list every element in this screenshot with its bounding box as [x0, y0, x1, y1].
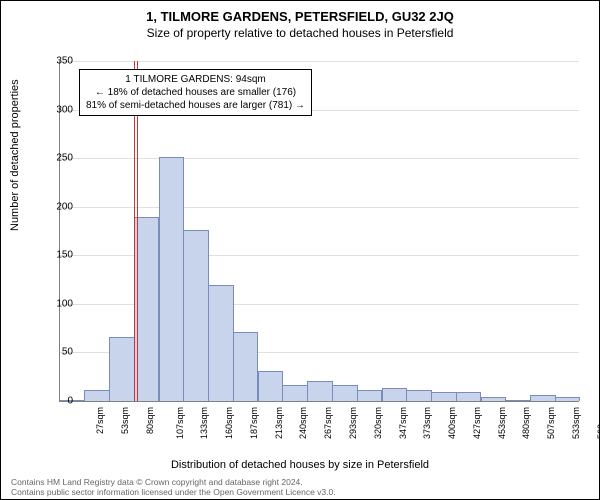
- y-tick-label: 300: [56, 104, 73, 115]
- annotation-line-3: 81% of semi-detached houses are larger (…: [86, 99, 305, 112]
- x-tick-label: 27sqm: [95, 407, 105, 434]
- histogram-bar: [84, 390, 110, 401]
- x-tick-label: 320sqm: [373, 407, 383, 439]
- y-tick-label: 0: [67, 396, 73, 407]
- x-axis: [59, 401, 579, 402]
- y-tick-label: 50: [62, 347, 73, 358]
- x-tick-label: 400sqm: [447, 407, 457, 439]
- y-tick-label: 200: [56, 201, 73, 212]
- x-tick-label: 427sqm: [472, 407, 482, 439]
- x-tick-label: 293sqm: [348, 407, 358, 439]
- x-tick-label: 80sqm: [145, 407, 155, 434]
- histogram-bar: [456, 392, 482, 401]
- x-tick-label: 53sqm: [120, 407, 130, 434]
- chart-subtitle: Size of property relative to detached ho…: [1, 24, 599, 40]
- x-tick-label: 533sqm: [571, 407, 581, 439]
- x-tick-label: 213sqm: [274, 407, 284, 439]
- x-tick-label: 560sqm: [596, 407, 600, 439]
- x-tick-label: 133sqm: [199, 407, 209, 439]
- y-tick-label: 350: [56, 56, 73, 67]
- histogram-bar: [332, 385, 358, 401]
- histogram-bar: [357, 390, 383, 401]
- y-tick-label: 100: [56, 298, 73, 309]
- x-tick-label: 507sqm: [546, 407, 556, 439]
- histogram-bar: [555, 397, 581, 401]
- annotation-box: 1 TILMORE GARDENS: 94sqm← 18% of detache…: [79, 69, 312, 116]
- x-tick-label: 480sqm: [521, 407, 531, 439]
- histogram-bar: [208, 285, 234, 401]
- x-tick-label: 373sqm: [422, 407, 432, 439]
- chart-container: 1, TILMORE GARDENS, PETERSFIELD, GU32 2J…: [0, 0, 600, 500]
- y-tick-label: 150: [56, 250, 73, 261]
- histogram-bar: [183, 230, 209, 401]
- histogram-bar: [431, 392, 457, 401]
- histogram-bar: [109, 337, 135, 401]
- x-axis-label: Distribution of detached houses by size …: [1, 459, 599, 471]
- plot-area: 1 TILMORE GARDENS: 94sqm← 18% of detache…: [59, 61, 579, 401]
- histogram-bar: [505, 400, 531, 401]
- y-axis-label: Number of detached properties: [9, 79, 21, 231]
- x-tick-label: 240sqm: [299, 407, 309, 439]
- histogram-bar: [530, 395, 556, 401]
- x-tick-label: 453sqm: [497, 407, 507, 439]
- annotation-line-1: 1 TILMORE GARDENS: 94sqm: [86, 73, 305, 86]
- histogram-bar: [481, 397, 507, 401]
- y-tick-label: 250: [56, 153, 73, 164]
- x-tick-label: 267sqm: [323, 407, 333, 439]
- histogram-bar: [307, 381, 333, 401]
- histogram-bar: [159, 157, 185, 401]
- annotation-line-2: ← 18% of detached houses are smaller (17…: [86, 86, 305, 99]
- footer-line-1: Contains HM Land Registry data © Crown c…: [11, 477, 336, 487]
- x-tick-label: 187sqm: [249, 407, 259, 439]
- x-tick-label: 160sqm: [224, 407, 234, 439]
- chart-title: 1, TILMORE GARDENS, PETERSFIELD, GU32 2J…: [1, 1, 599, 24]
- histogram-bar: [258, 371, 284, 401]
- footer-attribution: Contains HM Land Registry data © Crown c…: [11, 477, 336, 497]
- x-tick-label: 347sqm: [398, 407, 408, 439]
- histogram-bar: [233, 332, 259, 401]
- footer-line-2: Contains public sector information licen…: [11, 487, 336, 497]
- histogram-bar: [282, 385, 308, 401]
- histogram-bar: [406, 390, 432, 401]
- histogram-bar: [382, 388, 408, 401]
- x-tick-label: 107sqm: [175, 407, 185, 439]
